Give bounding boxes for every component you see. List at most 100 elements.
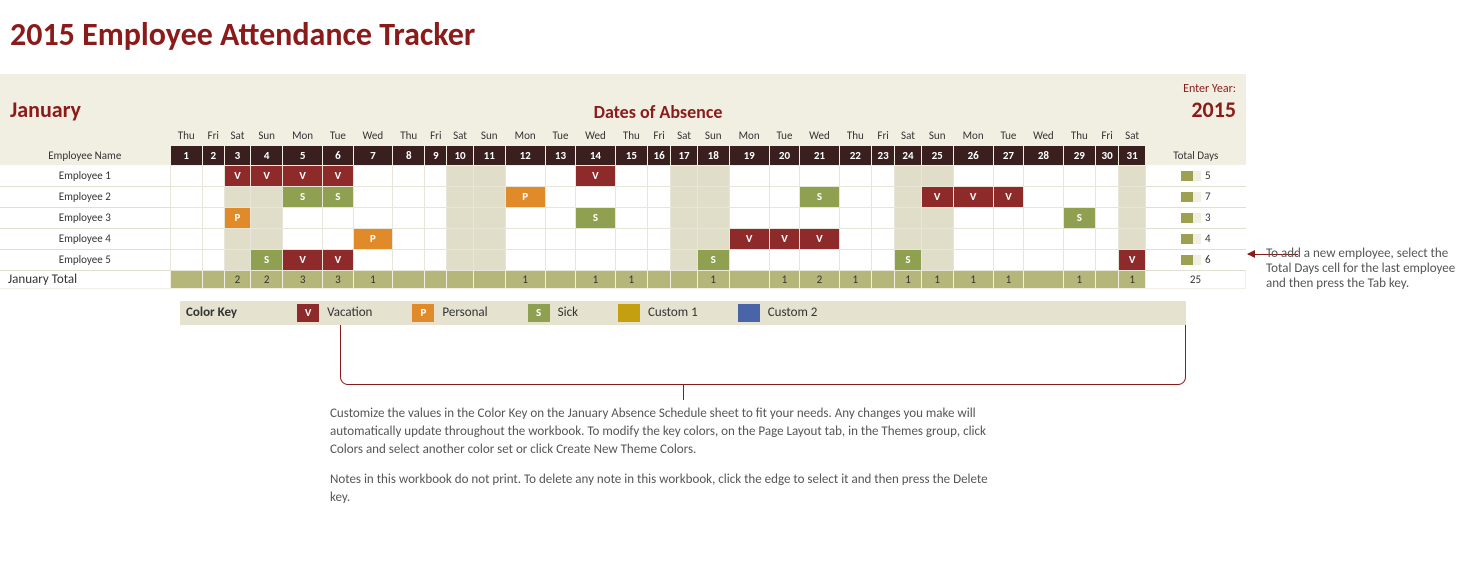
day-cell[interactable]: [1024, 249, 1063, 270]
day-cell[interactable]: V: [283, 165, 323, 186]
day-cell[interactable]: [576, 228, 615, 249]
day-cell[interactable]: [505, 165, 545, 186]
employee-total[interactable]: 7: [1146, 186, 1246, 207]
day-cell[interactable]: [895, 228, 922, 249]
day-cell[interactable]: [425, 207, 447, 228]
day-cell[interactable]: [1024, 165, 1063, 186]
day-cell[interactable]: P: [224, 207, 251, 228]
day-cell[interactable]: S: [697, 249, 729, 270]
day-cell[interactable]: [615, 228, 647, 249]
day-cell[interactable]: [921, 228, 953, 249]
day-cell[interactable]: [648, 186, 671, 207]
day-cell[interactable]: [871, 207, 894, 228]
day-cell[interactable]: [1063, 249, 1095, 270]
day-cell[interactable]: [1095, 228, 1118, 249]
day-cell[interactable]: [473, 186, 505, 207]
day-cell[interactable]: [202, 249, 224, 270]
day-cell[interactable]: [1095, 207, 1118, 228]
day-cell[interactable]: [447, 186, 474, 207]
day-cell[interactable]: [993, 228, 1023, 249]
employee-name[interactable]: Employee 4: [0, 228, 170, 249]
day-cell[interactable]: [323, 228, 353, 249]
employee-total[interactable]: 6: [1146, 249, 1246, 270]
day-cell[interactable]: S: [283, 186, 323, 207]
day-cell[interactable]: [729, 207, 769, 228]
day-cell[interactable]: [224, 186, 251, 207]
day-cell[interactable]: [224, 249, 251, 270]
day-cell[interactable]: [393, 228, 425, 249]
day-cell[interactable]: [323, 207, 353, 228]
day-cell[interactable]: [1024, 186, 1063, 207]
day-cell[interactable]: [1063, 165, 1095, 186]
day-cell[interactable]: [170, 186, 202, 207]
day-cell[interactable]: [1119, 207, 1146, 228]
day-cell[interactable]: [170, 207, 202, 228]
day-cell[interactable]: [576, 186, 615, 207]
day-cell[interactable]: [921, 249, 953, 270]
day-cell[interactable]: [393, 165, 425, 186]
day-cell[interactable]: [202, 165, 224, 186]
day-cell[interactable]: V: [769, 228, 799, 249]
day-cell[interactable]: [393, 249, 425, 270]
day-cell[interactable]: [729, 186, 769, 207]
day-cell[interactable]: V: [953, 186, 993, 207]
day-cell[interactable]: [251, 228, 283, 249]
day-cell[interactable]: [545, 207, 575, 228]
day-cell[interactable]: [473, 228, 505, 249]
day-cell[interactable]: V: [993, 186, 1023, 207]
day-cell[interactable]: [425, 249, 447, 270]
day-cell[interactable]: [615, 249, 647, 270]
day-cell[interactable]: [800, 165, 839, 186]
day-cell[interactable]: V: [800, 228, 839, 249]
day-cell[interactable]: [202, 207, 224, 228]
day-cell[interactable]: [993, 249, 1023, 270]
day-cell[interactable]: V: [283, 249, 323, 270]
day-cell[interactable]: [505, 207, 545, 228]
day-cell[interactable]: [1095, 186, 1118, 207]
day-cell[interactable]: [473, 249, 505, 270]
day-cell[interactable]: [769, 165, 799, 186]
day-cell[interactable]: [447, 249, 474, 270]
day-cell[interactable]: [839, 249, 871, 270]
day-cell[interactable]: [505, 228, 545, 249]
day-cell[interactable]: [170, 249, 202, 270]
day-cell[interactable]: [202, 228, 224, 249]
day-cell[interactable]: [839, 186, 871, 207]
day-cell[interactable]: [895, 165, 922, 186]
day-cell[interactable]: [1095, 249, 1118, 270]
day-cell[interactable]: [251, 207, 283, 228]
day-cell[interactable]: [648, 228, 671, 249]
day-cell[interactable]: [921, 165, 953, 186]
year-input[interactable]: 2015: [1136, 96, 1236, 123]
day-cell[interactable]: [953, 165, 993, 186]
day-cell[interactable]: [671, 186, 698, 207]
day-cell[interactable]: [993, 207, 1023, 228]
day-cell[interactable]: [1119, 165, 1146, 186]
day-cell[interactable]: [993, 165, 1023, 186]
day-cell[interactable]: [545, 186, 575, 207]
employee-total[interactable]: 5: [1146, 165, 1246, 186]
day-cell[interactable]: [1095, 165, 1118, 186]
day-cell[interactable]: [170, 165, 202, 186]
day-cell[interactable]: [769, 249, 799, 270]
employee-name[interactable]: Employee 1: [0, 165, 170, 186]
day-cell[interactable]: [800, 207, 839, 228]
day-cell[interactable]: V: [1119, 249, 1146, 270]
day-cell[interactable]: [615, 207, 647, 228]
day-cell[interactable]: [170, 228, 202, 249]
employee-name[interactable]: Employee 5: [0, 249, 170, 270]
day-cell[interactable]: [671, 207, 698, 228]
day-cell[interactable]: [1063, 228, 1095, 249]
day-cell[interactable]: [447, 228, 474, 249]
day-cell[interactable]: [505, 249, 545, 270]
day-cell[interactable]: [545, 165, 575, 186]
employee-name[interactable]: Employee 3: [0, 207, 170, 228]
day-cell[interactable]: S: [323, 186, 353, 207]
day-cell[interactable]: [1119, 186, 1146, 207]
day-cell[interactable]: [671, 165, 698, 186]
day-cell[interactable]: S: [895, 249, 922, 270]
day-cell[interactable]: [283, 228, 323, 249]
day-cell[interactable]: [283, 207, 323, 228]
day-cell[interactable]: [671, 249, 698, 270]
day-cell[interactable]: [729, 165, 769, 186]
